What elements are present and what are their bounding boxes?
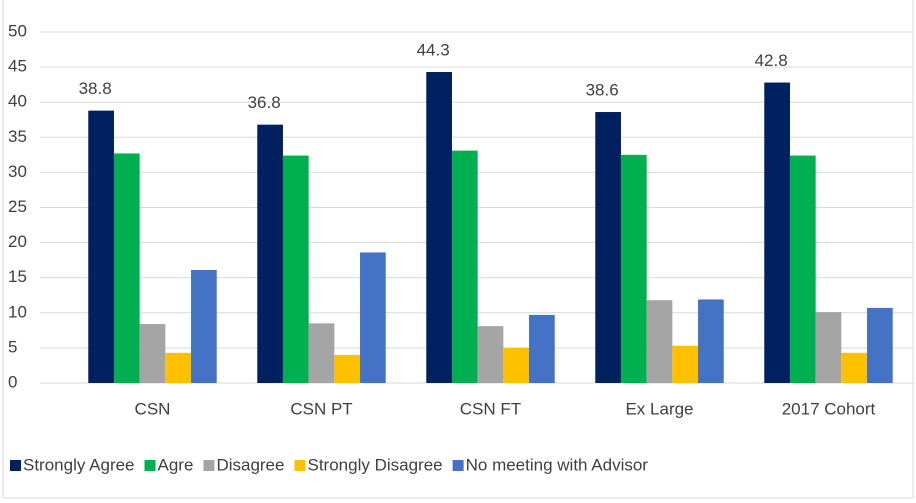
- bar: [672, 345, 699, 383]
- y-tick-label: 50: [8, 21, 27, 40]
- data-label: 44.3: [417, 40, 450, 59]
- x-tick-label: CSN: [135, 399, 171, 418]
- x-tick-label: CSN PT: [290, 399, 352, 418]
- bar: [426, 72, 452, 383]
- bar: [360, 252, 386, 383]
- bar: [503, 347, 530, 383]
- bar: [165, 352, 192, 383]
- y-tick-label: 15: [8, 267, 27, 286]
- data-label: 38.6: [586, 81, 619, 100]
- legend-label: No meeting with Advisor: [466, 455, 649, 474]
- bar: [308, 323, 335, 383]
- legend-swatch: [203, 460, 215, 471]
- legend-label: Disagree: [216, 455, 284, 474]
- bar: [88, 110, 114, 384]
- bar: [257, 124, 283, 383]
- data-label: 38.8: [79, 79, 112, 98]
- bar: [815, 312, 842, 383]
- bar: [595, 112, 621, 383]
- bar: [867, 307, 893, 383]
- legend-label: Strongly Disagree: [307, 455, 442, 474]
- bar: [113, 153, 140, 383]
- y-tick-label: 30: [8, 162, 27, 181]
- y-tick-label: 10: [8, 302, 27, 321]
- bar: [620, 154, 647, 383]
- data-label: 36.8: [248, 93, 281, 112]
- y-tick-label: 45: [8, 57, 27, 76]
- legend-swatch: [294, 460, 306, 471]
- legend-label: Agre: [158, 455, 194, 474]
- bar: [529, 314, 555, 383]
- bar: [789, 155, 816, 383]
- x-tick-label: CSN FT: [460, 399, 521, 418]
- y-tick-label: 40: [8, 92, 27, 111]
- bar: [841, 352, 868, 383]
- x-tick-label: 2017 Cohort: [782, 399, 876, 418]
- legend-label: Strongly Agree: [23, 455, 135, 474]
- legend-swatch: [10, 460, 21, 471]
- bar: [191, 269, 217, 383]
- bar: [646, 300, 673, 383]
- y-tick-label: 35: [8, 127, 27, 146]
- y-tick-label: 5: [8, 337, 17, 356]
- bar: [282, 155, 309, 383]
- bar: [764, 82, 790, 383]
- legend-swatch: [452, 460, 464, 471]
- bar: [451, 150, 478, 383]
- y-tick-label: 0: [8, 372, 17, 391]
- bar: [477, 326, 504, 383]
- y-tick-label: 25: [8, 197, 27, 216]
- bar: [334, 354, 361, 383]
- bar: [698, 299, 724, 383]
- legend-swatch: [144, 460, 156, 471]
- bar: [139, 324, 166, 383]
- data-label: 42.8: [755, 51, 788, 70]
- x-tick-label: Ex Large: [625, 399, 693, 418]
- y-tick-label: 20: [8, 232, 27, 251]
